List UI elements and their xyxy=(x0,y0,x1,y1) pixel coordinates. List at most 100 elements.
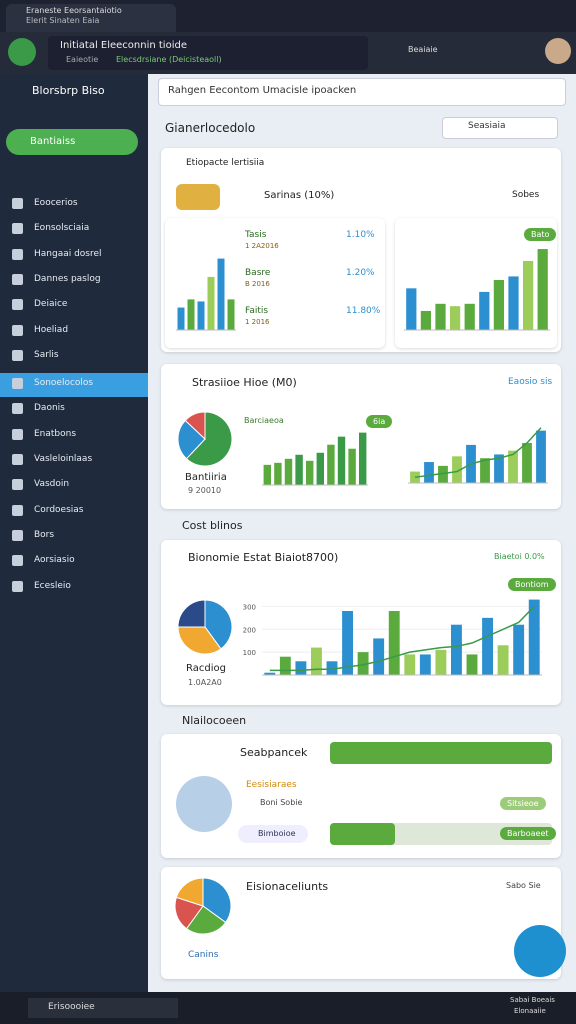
menu-item[interactable]: Hoeliad xyxy=(34,324,69,335)
y-tick-label: 100 xyxy=(243,649,256,657)
stat-sub: 1 2016 xyxy=(245,318,270,326)
bar xyxy=(348,448,356,485)
bar xyxy=(388,611,400,675)
menu-item[interactable]: Cordoesias xyxy=(34,504,84,515)
chart xyxy=(177,411,233,467)
page-title: Gianerlocedolo xyxy=(165,121,256,135)
bar xyxy=(227,299,235,330)
pie-slice xyxy=(202,877,232,924)
bar xyxy=(449,306,461,330)
sidebar-button[interactable] xyxy=(6,129,138,155)
bar xyxy=(187,299,195,330)
page-search[interactable] xyxy=(442,117,558,139)
menu-item[interactable]: Deiaice xyxy=(34,299,68,310)
avatar[interactable] xyxy=(545,38,571,64)
bar xyxy=(316,452,325,485)
bar xyxy=(358,432,367,485)
bar xyxy=(420,310,432,330)
menu-item[interactable]: Hangaai dosrel xyxy=(34,248,102,259)
menu-icon xyxy=(12,428,23,440)
bar xyxy=(537,249,548,330)
chip[interactable] xyxy=(238,825,308,843)
bar xyxy=(326,661,338,675)
pie-value: 1.0A2A0 xyxy=(188,678,222,687)
tab-title: Eraneste Eeorsantaiotio xyxy=(26,6,122,15)
menu-item[interactable]: Sonoelocolos xyxy=(34,378,94,389)
chart xyxy=(174,877,232,935)
menu-item[interactable]: Sarlis xyxy=(34,349,59,360)
bar xyxy=(337,436,346,485)
menu-item[interactable]: Vasdoin xyxy=(34,479,70,490)
menu-item[interactable]: Daonis xyxy=(34,403,65,414)
menu-icon xyxy=(12,248,23,260)
taskbar-search-label: Erisoooiee xyxy=(48,1002,95,1012)
bar xyxy=(513,624,525,675)
pie-slice xyxy=(175,877,204,907)
bar xyxy=(482,617,493,675)
menu-item[interactable]: Dannes paslog xyxy=(34,273,101,284)
menu-icon xyxy=(12,273,23,285)
stat-sub: 1 2A2016 xyxy=(245,242,279,250)
series-label: Sarinas (10%) xyxy=(264,190,335,201)
card-right: Sabo Sie xyxy=(506,881,541,890)
section-title: Cost blinos xyxy=(182,519,243,532)
card-title: Bionomie Estat Biaiot8700) xyxy=(188,551,339,564)
bar xyxy=(357,652,369,675)
pie-value: 9 20010 xyxy=(188,486,222,495)
checkbox-label[interactable]: Boni Sobie xyxy=(260,798,303,807)
bar xyxy=(479,291,490,330)
chart xyxy=(177,599,233,655)
pie-slice xyxy=(177,419,206,460)
bar xyxy=(522,260,534,330)
line xyxy=(414,427,542,479)
bar xyxy=(406,288,417,330)
menu-item[interactable]: Bors xyxy=(34,529,55,540)
page-search-label: Seasiaia xyxy=(468,121,506,131)
menu-item[interactable]: Ecesleio xyxy=(34,580,71,591)
bar xyxy=(295,661,307,675)
bar xyxy=(295,454,303,485)
pie-slice xyxy=(177,599,206,628)
bar xyxy=(497,645,509,675)
badge: Sitsieoe xyxy=(500,797,546,810)
bar xyxy=(466,654,478,675)
menu-icon xyxy=(12,378,23,390)
address-bar[interactable] xyxy=(48,36,368,70)
stat-label: Basre xyxy=(245,268,271,278)
menu-item[interactable]: Enatbons xyxy=(34,428,77,439)
chip-label: Bimboioe xyxy=(258,829,296,838)
chart: 100 200 300 xyxy=(243,599,542,676)
stat-value: 11.80% xyxy=(346,306,381,316)
bar xyxy=(494,454,504,483)
bar xyxy=(217,258,225,330)
date: Elonaaiie xyxy=(514,1007,546,1015)
card-right: Biaetoi 0.0% xyxy=(494,552,545,561)
app-path: Eaieotie xyxy=(66,55,99,64)
sort[interactable]: Sobes xyxy=(512,190,540,200)
y-tick-label: 200 xyxy=(243,626,256,634)
tab[interactable] xyxy=(6,4,176,32)
menu-icon xyxy=(12,324,23,336)
chat-button[interactable] xyxy=(514,925,566,977)
menu-item[interactable]: Aorsiasio xyxy=(34,555,75,566)
sidebar-title: Blorsbrp Biso xyxy=(32,84,105,97)
avatar xyxy=(176,776,232,832)
bar xyxy=(274,462,282,485)
stat-label: Tasis xyxy=(245,230,267,240)
badge: 6ia xyxy=(366,415,393,428)
menu-item[interactable]: Eoocerios xyxy=(34,198,78,208)
bar xyxy=(311,647,322,675)
bar xyxy=(464,303,475,330)
card xyxy=(161,867,561,979)
menu-item[interactable]: Vasleloinlaas xyxy=(34,454,93,464)
profile[interactable]: Beaiaie xyxy=(408,45,438,54)
pie-label: Canins xyxy=(188,950,219,960)
taskbar-search[interactable] xyxy=(28,998,178,1018)
search-bar[interactable] xyxy=(158,78,566,106)
menu-icon xyxy=(12,403,23,415)
menu-item[interactable]: Eonsolsciaia xyxy=(34,223,90,234)
card-title: Eisionaceliunts xyxy=(246,880,329,893)
badge: Barboaeet xyxy=(500,827,556,840)
link[interactable]: Eaosio sis xyxy=(508,377,553,387)
